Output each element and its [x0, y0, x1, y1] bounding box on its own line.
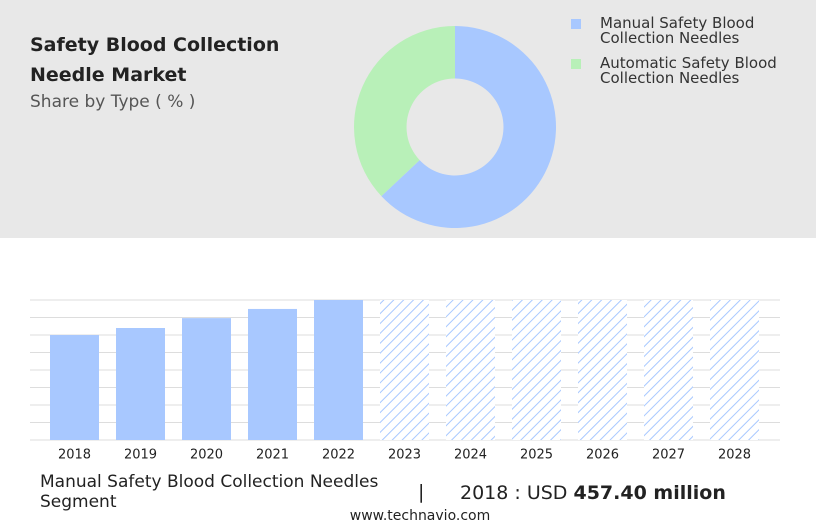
- x-tick-label: 2022: [322, 448, 355, 463]
- bar: [50, 335, 99, 440]
- chart-subtitle: Share by Type ( % ): [30, 92, 196, 112]
- stat-value: 457.40 million: [573, 482, 726, 504]
- segment-label: Manual Safety Blood Collection Needles S…: [40, 472, 379, 512]
- forecast-bar: [512, 300, 561, 440]
- forecast-bar: [710, 300, 759, 440]
- forecast-bar: [644, 300, 693, 440]
- stat-prefix: 2018 : USD: [460, 482, 568, 504]
- x-tick-label: 2021: [256, 448, 289, 463]
- x-tick-label: 2026: [586, 448, 619, 463]
- x-tick-label: 2023: [388, 448, 421, 463]
- donut: [354, 26, 556, 228]
- stat: 2018 : USD 457.40 million: [460, 482, 726, 504]
- separator: |: [418, 481, 425, 503]
- x-tick-label: 2019: [124, 448, 157, 463]
- forecast-bar: [446, 300, 495, 440]
- donut-slice: [354, 26, 455, 197]
- x-tick-label: 2018: [58, 448, 91, 463]
- forecast-bar: [380, 300, 429, 440]
- legend-swatch: [571, 19, 581, 29]
- bar: [314, 300, 363, 440]
- x-tick-label: 2024: [454, 448, 487, 463]
- forecast-bar: [578, 300, 627, 440]
- bar: [248, 308, 297, 440]
- bar: [116, 328, 165, 440]
- legend-label: Automatic Safety Blood Collection Needle…: [600, 54, 777, 87]
- bar: [182, 318, 231, 440]
- donut-slice: [381, 26, 556, 228]
- x-tick-label: 2020: [190, 448, 223, 463]
- legend-swatch: [571, 59, 581, 69]
- legend-label: Manual Safety Blood Collection Needles: [600, 14, 755, 47]
- chart-title: Safety Blood Collection Needle Market: [30, 34, 280, 86]
- x-tick-label: 2028: [718, 448, 751, 463]
- x-tick-label: 2027: [652, 448, 685, 463]
- bar-chart: 2018 2019 2020 2021 2022 2023 2024 2025 2026 2027…: [30, 299, 780, 463]
- source: www.technavio.com: [349, 508, 491, 524]
- x-tick-label: 2025: [520, 448, 553, 463]
